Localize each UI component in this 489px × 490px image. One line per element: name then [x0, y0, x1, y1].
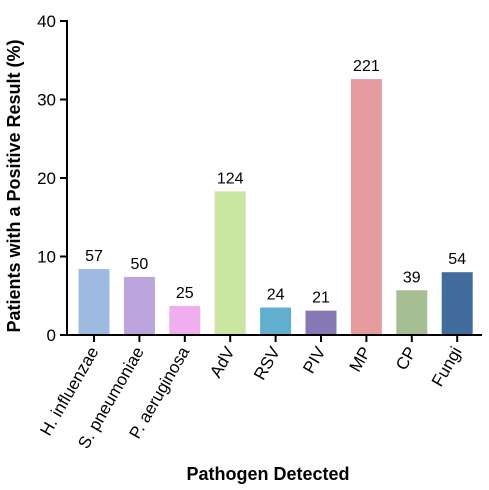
- y-tick-label: 20: [37, 169, 56, 188]
- bar: [78, 269, 110, 335]
- bars-group: [78, 79, 473, 335]
- x-tick-label: CP: [392, 344, 420, 374]
- x-axis-title: Pathogen Detected: [186, 464, 349, 484]
- data-labels-group: 57 50 25 124 24 21 221 39 54: [85, 58, 466, 307]
- y-tick-label: 0: [47, 326, 56, 345]
- data-label: 124: [217, 170, 244, 187]
- y-tick-label: 30: [37, 91, 56, 110]
- data-label: 25: [176, 285, 194, 302]
- data-label: 24: [267, 287, 285, 304]
- x-tick-label: AdV: [206, 343, 239, 381]
- data-label: 39: [403, 269, 421, 286]
- y-axis: 0 10 20 30 40: [37, 12, 68, 345]
- x-tick-label: RSV: [250, 343, 284, 383]
- bar: [305, 310, 337, 335]
- bar: [260, 307, 292, 335]
- bar: [214, 191, 246, 335]
- bar: [350, 79, 382, 335]
- x-tick-label: PIV: [299, 343, 329, 377]
- x-tick-label: MP: [346, 344, 375, 376]
- bar: [123, 276, 155, 335]
- y-tick-label: 40: [37, 12, 56, 31]
- y-axis-title: Patients with a Positive Result (%): [4, 39, 24, 332]
- bar: [396, 290, 428, 335]
- data-label: 54: [448, 251, 466, 268]
- data-label: 21: [312, 290, 330, 307]
- x-tick-label: Fungi: [428, 344, 466, 390]
- data-label: 50: [131, 256, 149, 273]
- bar: [169, 305, 201, 335]
- y-tick-label: 10: [37, 248, 56, 267]
- bar: [441, 272, 473, 335]
- data-label: 57: [85, 248, 103, 265]
- data-label: 221: [353, 58, 380, 75]
